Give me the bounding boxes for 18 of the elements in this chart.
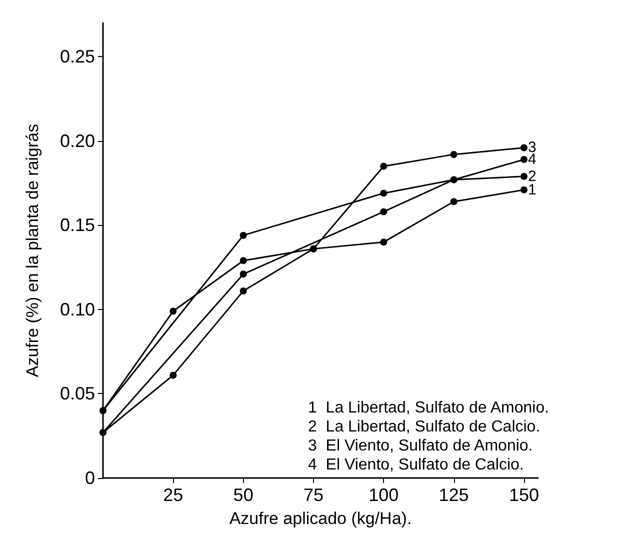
y-tick-label: 0.15 <box>60 215 95 236</box>
x-tick-label: 50 <box>233 485 254 505</box>
y-tick-label: 0 <box>84 468 95 488</box>
x-tick-label: 75 <box>303 485 324 505</box>
y-tick-label: 0.25 <box>60 46 95 67</box>
y-tick-label: 0.05 <box>60 384 95 404</box>
x-tick-label: 25 <box>163 485 184 505</box>
x-axis-title: Azufre aplicado (kg/Ha). <box>229 509 412 528</box>
annotation: 3 El Viento, Sulfato de Amonio. <box>308 438 533 454</box>
y-axis-title: Azufre (%) en la planta de raigrás <box>23 124 42 378</box>
annotation: 4 El Viento, Sulfato de Calcio. <box>308 456 524 474</box>
x-tick-label: 125 <box>438 485 469 505</box>
annotation: 1 La Libertad, Sulfato de Amonio. <box>308 400 550 416</box>
x-tick-label: 150 <box>508 485 539 505</box>
y-tick-label: 0.20 <box>60 130 95 151</box>
annotation: 2 La Libertad, Sulfato de Calcio. <box>308 418 540 436</box>
x-tick-label: 100 <box>368 485 399 505</box>
y-tick-label: 0.10 <box>60 299 95 320</box>
